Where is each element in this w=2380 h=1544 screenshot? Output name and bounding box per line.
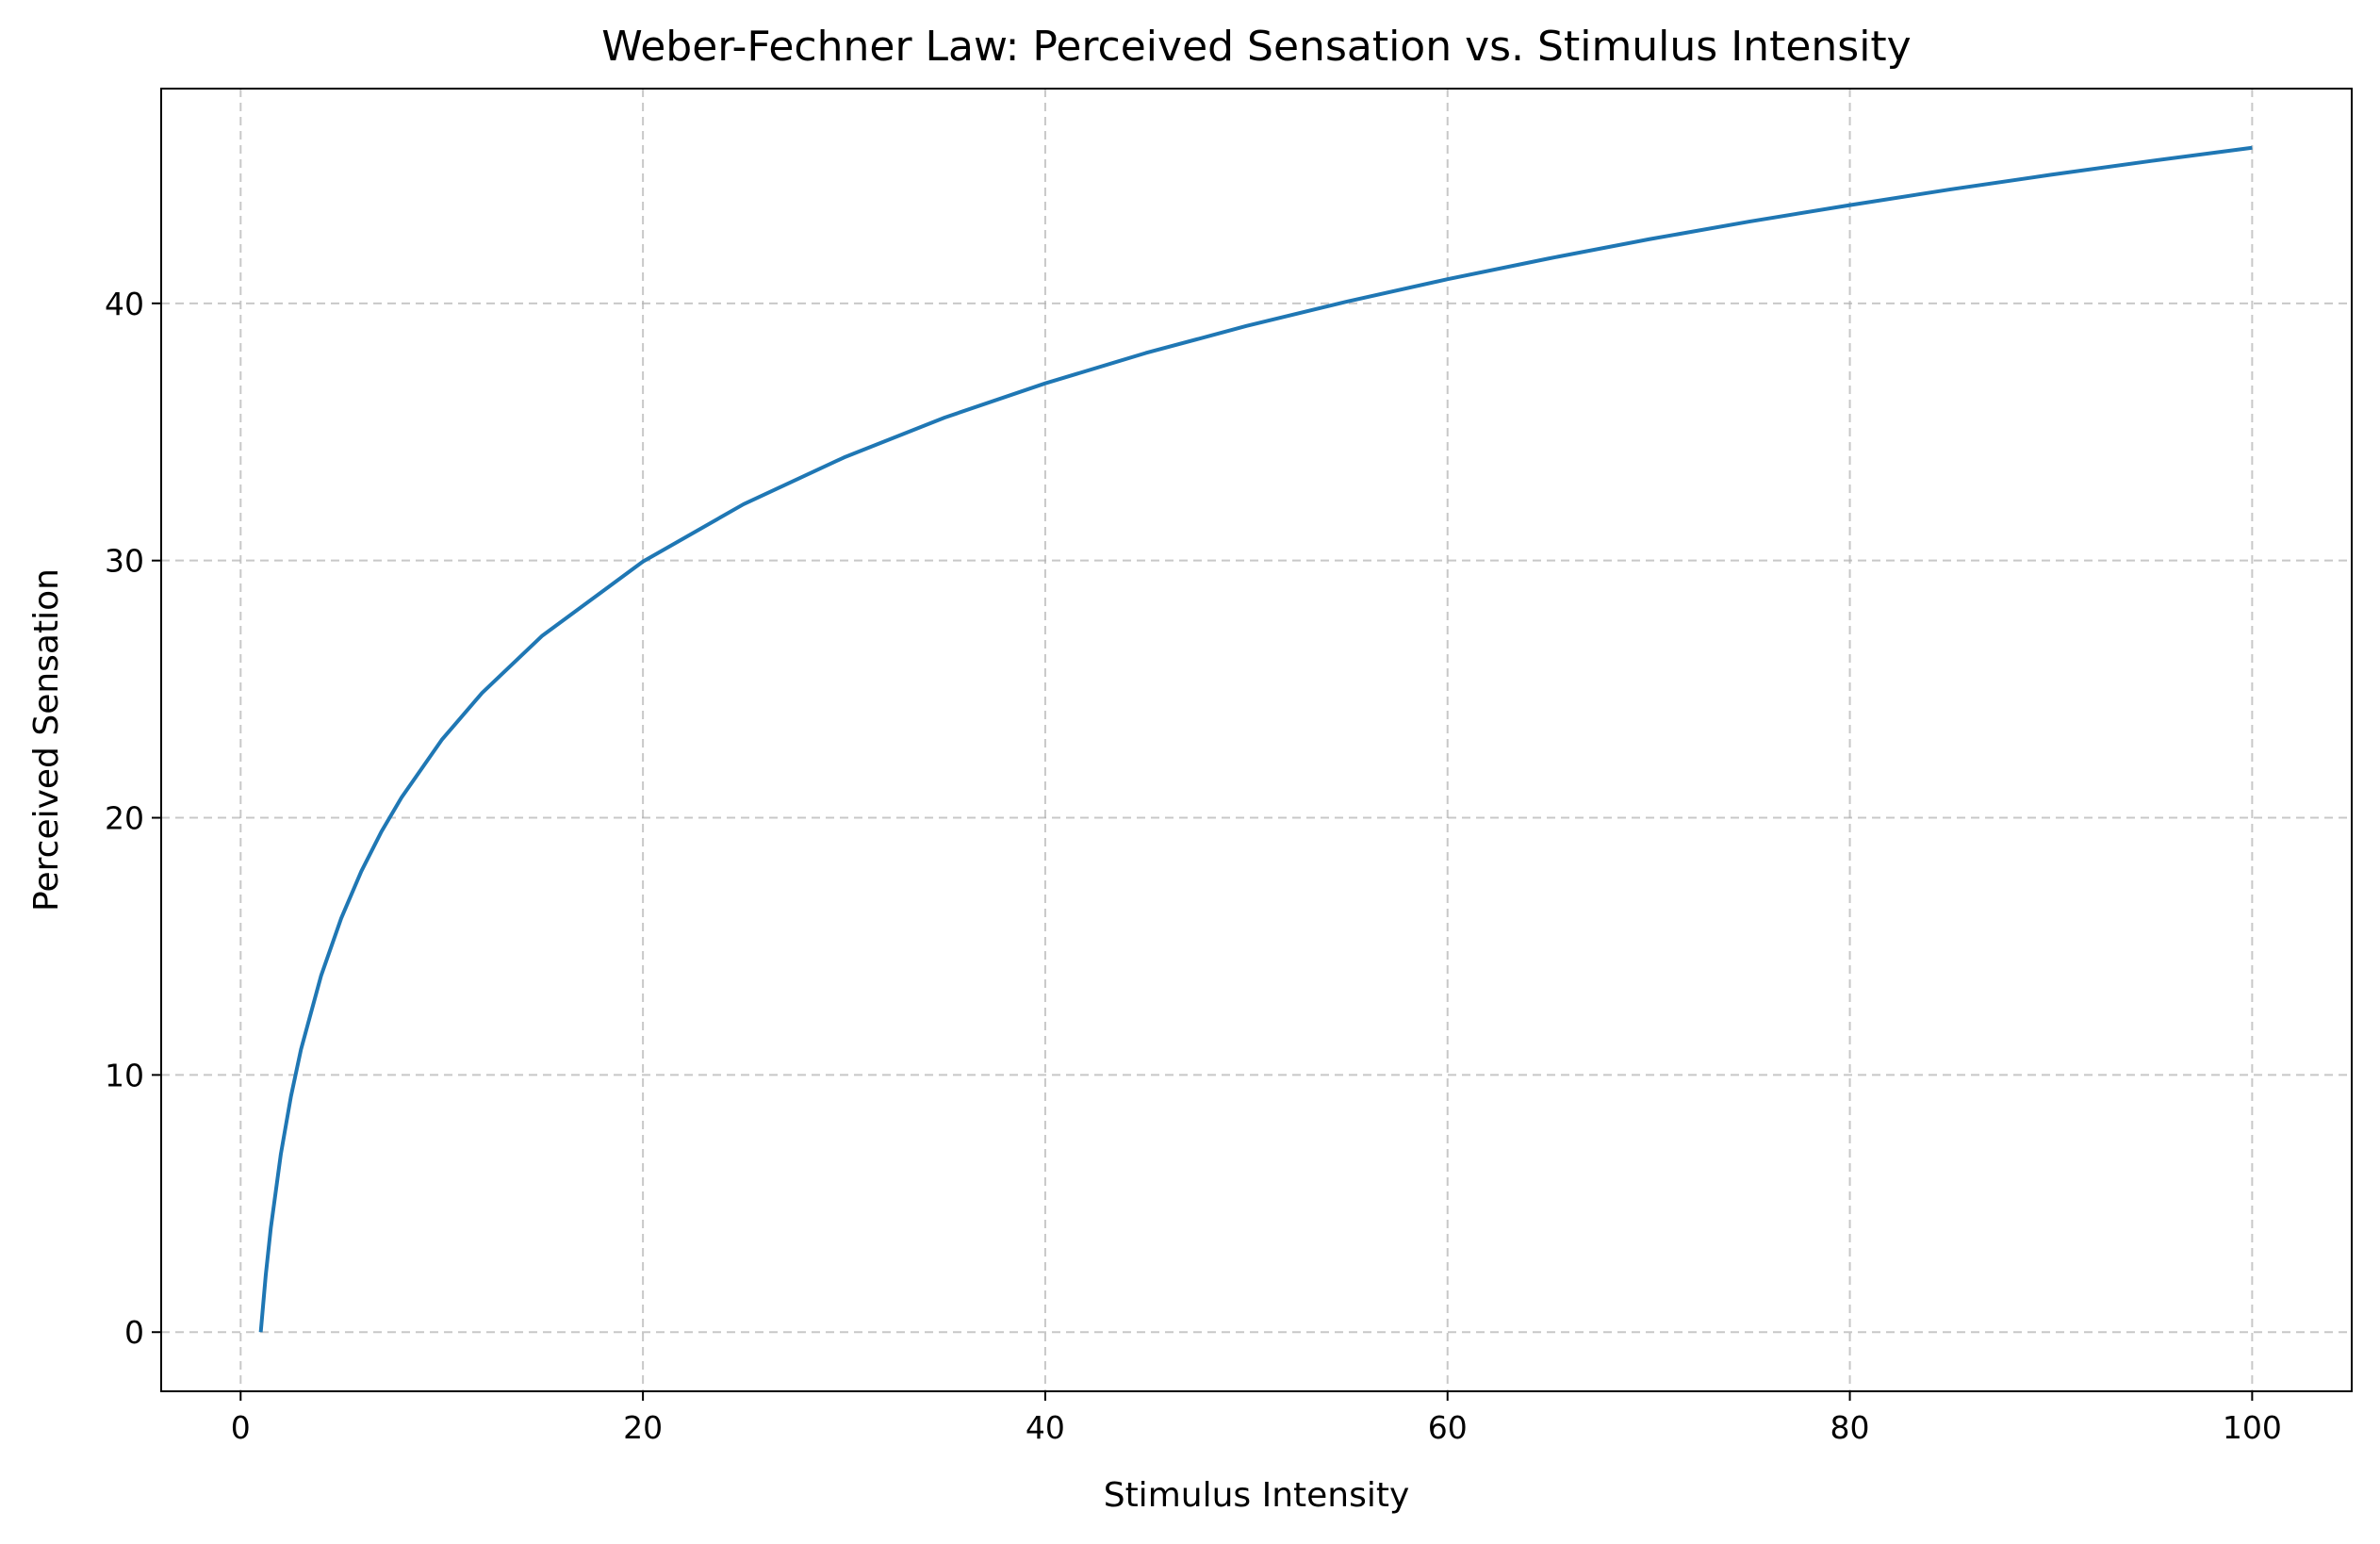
x-tick-label: 0 bbox=[231, 1409, 251, 1446]
series-line bbox=[258, 145, 2253, 1333]
y-tick-label: 10 bbox=[105, 1057, 144, 1093]
y-tick-label: 30 bbox=[105, 543, 144, 580]
x-tick-label: 40 bbox=[1026, 1409, 1065, 1446]
series-layer bbox=[258, 145, 2253, 1333]
x-tick-label: 20 bbox=[623, 1409, 663, 1446]
y-axis-label: Perceived Sensation bbox=[27, 568, 66, 912]
chart-title: Weber-Fechner Law: Perceived Sensation v… bbox=[601, 23, 1911, 71]
plot-background bbox=[161, 89, 2352, 1391]
y-tick-label: 0 bbox=[124, 1314, 144, 1351]
x-tick-label: 60 bbox=[1428, 1409, 1468, 1446]
x-axis-label: Stimulus Intensity bbox=[1104, 1476, 1410, 1515]
y-tick-label: 40 bbox=[105, 286, 144, 322]
y-tick-label: 20 bbox=[105, 800, 144, 837]
x-tick-label: 100 bbox=[2223, 1409, 2282, 1446]
x-tick-label: 80 bbox=[1830, 1409, 1870, 1446]
ticks: 0 20 40 60 80 100 0 10 20 30 40 bbox=[105, 286, 2282, 1446]
plot-frame bbox=[160, 88, 2353, 1392]
grid bbox=[161, 89, 2352, 1391]
